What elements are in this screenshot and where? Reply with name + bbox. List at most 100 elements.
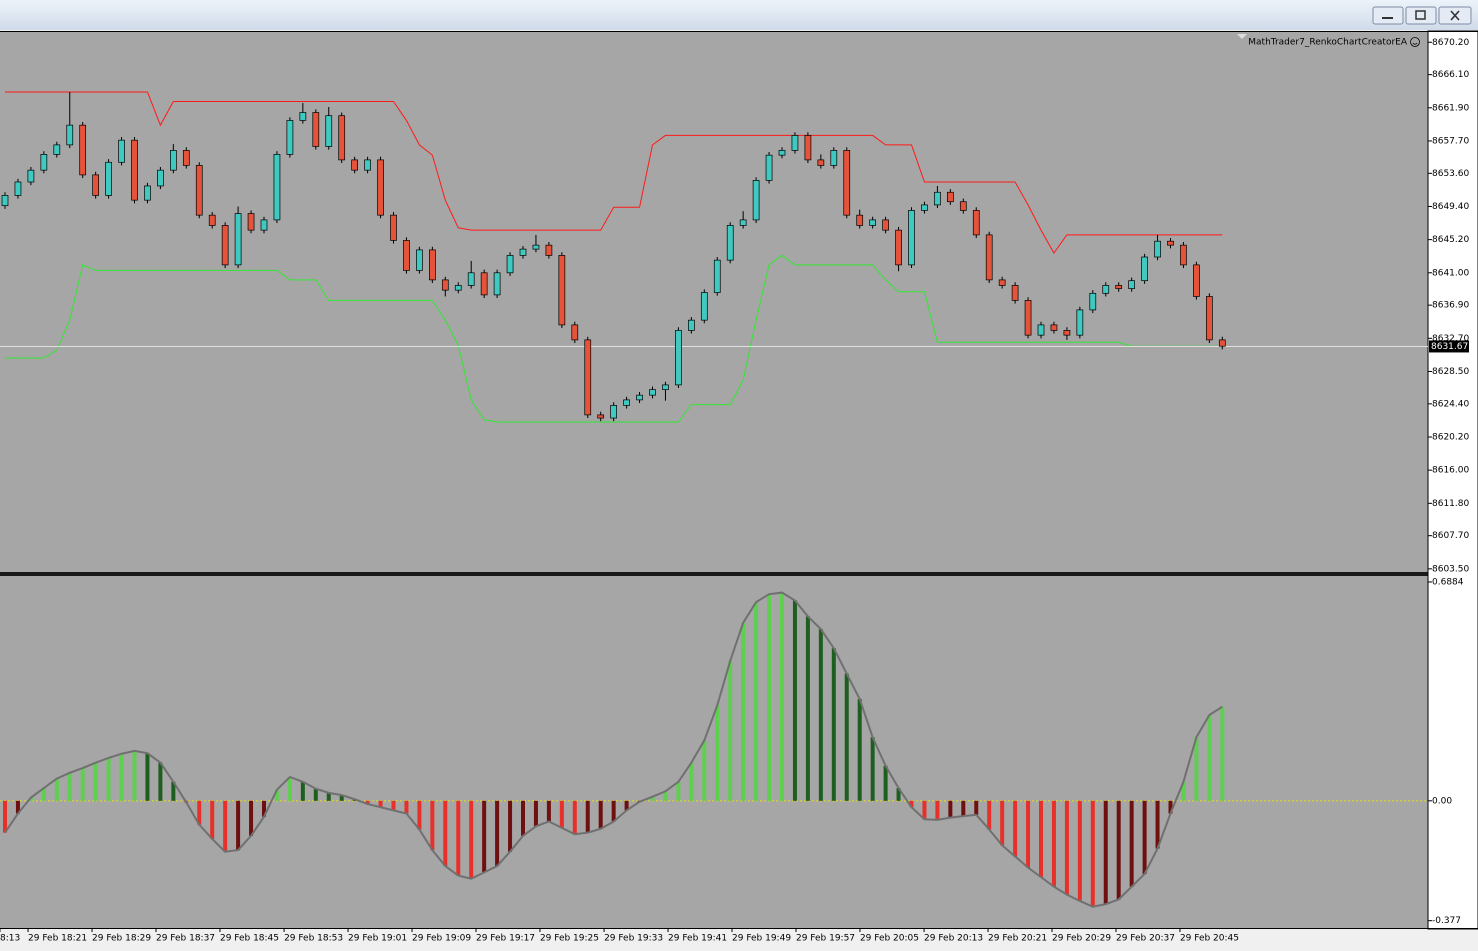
x-tick-label: 29 Feb 18:37 (156, 934, 215, 944)
y-tick-label: 8616.00 (1432, 466, 1469, 476)
candle-body (882, 219, 889, 231)
candle-body (662, 384, 669, 390)
x-tick-label: 29 Feb 19:09 (412, 934, 471, 944)
histogram-bar (702, 740, 707, 801)
histogram-bar (1090, 800, 1095, 907)
candle-body (1167, 240, 1174, 246)
candle-body (467, 272, 475, 286)
y-tick-label: 8636.90 (1432, 301, 1469, 311)
x-tick-label: 29 Feb 19:41 (668, 934, 727, 944)
y-tick-label: 8620.20 (1432, 433, 1469, 443)
histogram-bar (1181, 781, 1186, 801)
y-tick-label: 8632.70 (1432, 334, 1469, 344)
expert-smiley (1410, 37, 1420, 47)
candle-body (157, 169, 164, 187)
histogram-bar (93, 762, 98, 801)
histogram-bar (883, 765, 888, 801)
histogram-bar (1013, 800, 1018, 857)
candle-body (1011, 285, 1019, 301)
candle-body (493, 272, 501, 296)
histogram-bar (935, 800, 940, 820)
histogram-bar (974, 800, 979, 815)
y-tick-label: 0.6884 (1432, 577, 1464, 587)
minimize-button[interactable] (1372, 6, 1404, 25)
candle-body (1218, 339, 1226, 347)
candle-body (40, 154, 48, 171)
y-tick-label: 8628.50 (1432, 367, 1469, 377)
y-tick-label: 8611.80 (1432, 499, 1469, 509)
candle-body (351, 159, 358, 171)
histogram-bar (132, 750, 137, 801)
histogram-bar (572, 800, 577, 835)
candle-body (286, 120, 294, 155)
expert-name: MathTrader7_RenkoChartCreatorEA (1248, 38, 1408, 48)
histogram-bar (15, 800, 20, 814)
candle-body (1102, 285, 1110, 294)
candle-body (908, 210, 915, 266)
candle-body (636, 394, 643, 401)
candle-body (791, 135, 799, 151)
histogram-bar (1168, 800, 1173, 814)
candle-body (752, 180, 760, 221)
histogram-bar (508, 800, 513, 852)
histogram-bar (430, 800, 435, 851)
restore-button[interactable] (1405, 6, 1437, 25)
x-tick-label: 29 Feb 18:45 (220, 934, 279, 944)
candle-body (273, 154, 281, 221)
candle-body (312, 112, 320, 147)
y-tick-label: 8661.90 (1432, 103, 1469, 113)
candle-body (454, 285, 462, 291)
candle-body (364, 159, 371, 171)
candle-body (1063, 330, 1071, 336)
histogram-bar (119, 753, 124, 801)
candle-body (895, 229, 902, 266)
histogram-bar (896, 788, 901, 801)
histogram-bar (41, 788, 46, 801)
y-tick-label: 8603.50 (1432, 564, 1469, 574)
candle-body (260, 219, 268, 231)
candle-body (1128, 280, 1136, 289)
candle-body (1050, 324, 1058, 331)
histogram-bar (1194, 737, 1199, 801)
histogram-bar (1000, 800, 1005, 846)
histogram-bar (365, 800, 370, 805)
candle-body (208, 214, 216, 226)
histogram-bar (1142, 800, 1147, 874)
candle-body (1037, 324, 1045, 336)
panel-separator (0, 572, 1478, 576)
histogram-bar (482, 800, 487, 873)
histogram-bar (1026, 800, 1031, 868)
close-button[interactable] (1438, 6, 1472, 25)
candle-body (105, 161, 112, 196)
x-tick-label: 29 Feb 18:29 (92, 934, 151, 944)
histogram-bar (715, 705, 720, 801)
histogram-bar (624, 800, 629, 811)
candle-body (856, 214, 864, 226)
x-tick-label: 29 Feb 20:45 (1180, 934, 1239, 944)
candle-body (830, 150, 838, 166)
candle-body (441, 279, 449, 291)
candle-body (325, 115, 333, 147)
x-tick-label: 29 Feb 20:13 (924, 934, 983, 944)
histogram-bar (728, 660, 733, 801)
candle-body (118, 139, 125, 163)
candle-body (416, 249, 423, 271)
candle-body (1115, 285, 1123, 289)
main-panel (0, 31, 1428, 573)
histogram-bar (1155, 800, 1160, 849)
candle-body (545, 244, 553, 256)
histogram-bar (274, 789, 279, 801)
histogram-bar (378, 800, 383, 808)
candle-body (299, 112, 307, 121)
candle-body (66, 124, 74, 146)
last-price-label: 8631.67 (1431, 342, 1468, 352)
histogram-bar (1116, 800, 1121, 900)
histogram-bar (585, 800, 590, 833)
candle-body (985, 234, 993, 281)
candle-body (584, 339, 592, 416)
y-tick-label: 8657.70 (1432, 136, 1469, 146)
candle-body (623, 399, 630, 406)
x-tick-label: 29 Feb 19:33 (604, 934, 663, 944)
candle-body (377, 159, 384, 216)
x-tick-label: 8:13 (0, 934, 20, 944)
